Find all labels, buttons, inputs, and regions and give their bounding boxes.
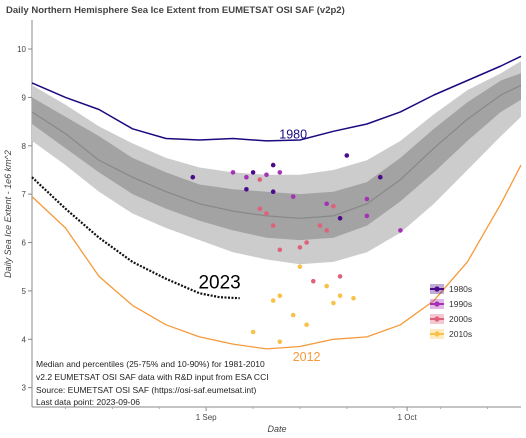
- minimum-point-1980s: [190, 174, 196, 180]
- chart-title: Daily Northern Hemisphere Sea Ice Extent…: [6, 5, 345, 16]
- minimum-point-1990s: [290, 194, 296, 199]
- minimum-point-1980s: [378, 174, 383, 180]
- minimum-point-1990s: [277, 170, 283, 175]
- minimum-point-2010s: [337, 293, 343, 299]
- minimum-point-2000s: [304, 240, 309, 245]
- decade-minima-points: [190, 153, 403, 345]
- series-lines: [31, 55, 522, 350]
- minimum-point-2010s: [290, 312, 296, 318]
- legend: 1980s 1990s 2000s 2010s: [430, 284, 472, 339]
- minimum-point-2010s: [351, 295, 356, 301]
- note-line: Source: EUMETSAT OSI SAF (https://osi-sa…: [36, 385, 256, 395]
- y-tick-label: 8: [22, 142, 27, 151]
- series-line-1980: [31, 55, 522, 142]
- y-tick-label: 6: [22, 239, 27, 248]
- minimum-point-1980s: [270, 189, 276, 194]
- annotation-2012: 2012: [293, 350, 321, 364]
- minimum-point-2000s: [257, 177, 263, 182]
- x-axis-label: Date: [267, 424, 286, 434]
- y-tick-label: 4: [22, 335, 27, 344]
- minimum-point-2000s: [331, 203, 336, 209]
- band-25-75: [32, 73, 521, 241]
- legend-swatch-dot: [434, 316, 440, 322]
- legend-swatch-dot: [434, 301, 440, 307]
- note-line: v2.2 EUMETSAT OSI SAF data with R&D inpu…: [36, 372, 269, 382]
- y-tick-label: 7: [22, 190, 27, 199]
- note-line: Last data point: 2023-09-06: [36, 397, 140, 407]
- minimum-point-2010s: [297, 264, 303, 270]
- y-axis-label: Daily Sea Ice Extent - 1e6 km^2: [3, 150, 13, 278]
- minimum-point-2010s: [277, 339, 283, 345]
- minimum-point-2010s: [324, 283, 330, 289]
- source-notes: Median and percentiles (25-75% and 10-90…: [36, 359, 269, 407]
- minimum-point-2000s: [311, 278, 316, 284]
- legend-swatch-dot: [434, 331, 440, 337]
- legend-label: 1980s: [449, 284, 472, 294]
- minimum-point-1990s: [364, 196, 370, 202]
- annotation-2023: 2023: [198, 273, 240, 294]
- series-annotations: 1980 2023 2012: [198, 128, 320, 365]
- x-tick-label: 1 Oct: [398, 413, 418, 422]
- minimum-point-1990s: [364, 213, 370, 219]
- annotation-1980: 1980: [279, 128, 307, 142]
- minimum-point-2010s: [331, 300, 336, 306]
- minimum-point-1980s: [244, 187, 249, 192]
- y-axis-ticks: 3 4 5 6 7 8 9 10: [17, 45, 32, 393]
- minimum-point-1980s: [337, 216, 343, 221]
- minimum-point-1990s: [244, 174, 249, 180]
- minimum-point-2010s: [304, 322, 309, 328]
- minimum-point-2000s: [317, 223, 323, 228]
- band-10-90: [32, 61, 521, 265]
- legend-label: 2010s: [449, 329, 472, 339]
- percentile-bands: [31, 61, 522, 265]
- minimum-point-2000s: [257, 206, 263, 211]
- x-tick-label: 1 Sep: [196, 413, 217, 422]
- minimum-point-2000s: [277, 247, 283, 253]
- minimum-point-2000s: [337, 274, 343, 279]
- legend-swatch-dot: [434, 286, 440, 292]
- minimum-point-1990s: [324, 201, 330, 207]
- y-tick-label: 10: [17, 45, 26, 54]
- x-axis-ticks: 1 Sep 1 Oct: [64, 407, 489, 422]
- legend-label: 2000s: [449, 314, 472, 324]
- minimum-point-2010s: [270, 298, 276, 303]
- minimum-point-2010s: [250, 329, 256, 335]
- minimum-point-1980s: [250, 170, 256, 175]
- note-line: Median and percentiles (25-75% and 10-90…: [36, 359, 265, 369]
- minimum-point-1990s: [264, 172, 269, 178]
- median-line: [31, 84, 522, 219]
- minimum-point-2000s: [324, 228, 330, 233]
- y-tick-label: 9: [22, 93, 27, 102]
- minimum-point-2000s: [297, 245, 303, 250]
- y-tick-label: 3: [22, 384, 27, 393]
- series-line-2012: [31, 164, 522, 350]
- minimum-point-2000s: [270, 223, 276, 228]
- minimum-point-2010s: [277, 293, 283, 299]
- series-line-2023: [31, 176, 240, 300]
- minimum-point-1990s: [398, 228, 403, 233]
- minimum-point-1980s: [270, 162, 276, 168]
- minimum-point-2000s: [264, 211, 269, 216]
- minimum-point-1980s: [344, 153, 350, 158]
- legend-label: 1990s: [449, 299, 472, 309]
- y-tick-label: 5: [22, 287, 27, 296]
- minimum-point-1990s: [230, 170, 236, 175]
